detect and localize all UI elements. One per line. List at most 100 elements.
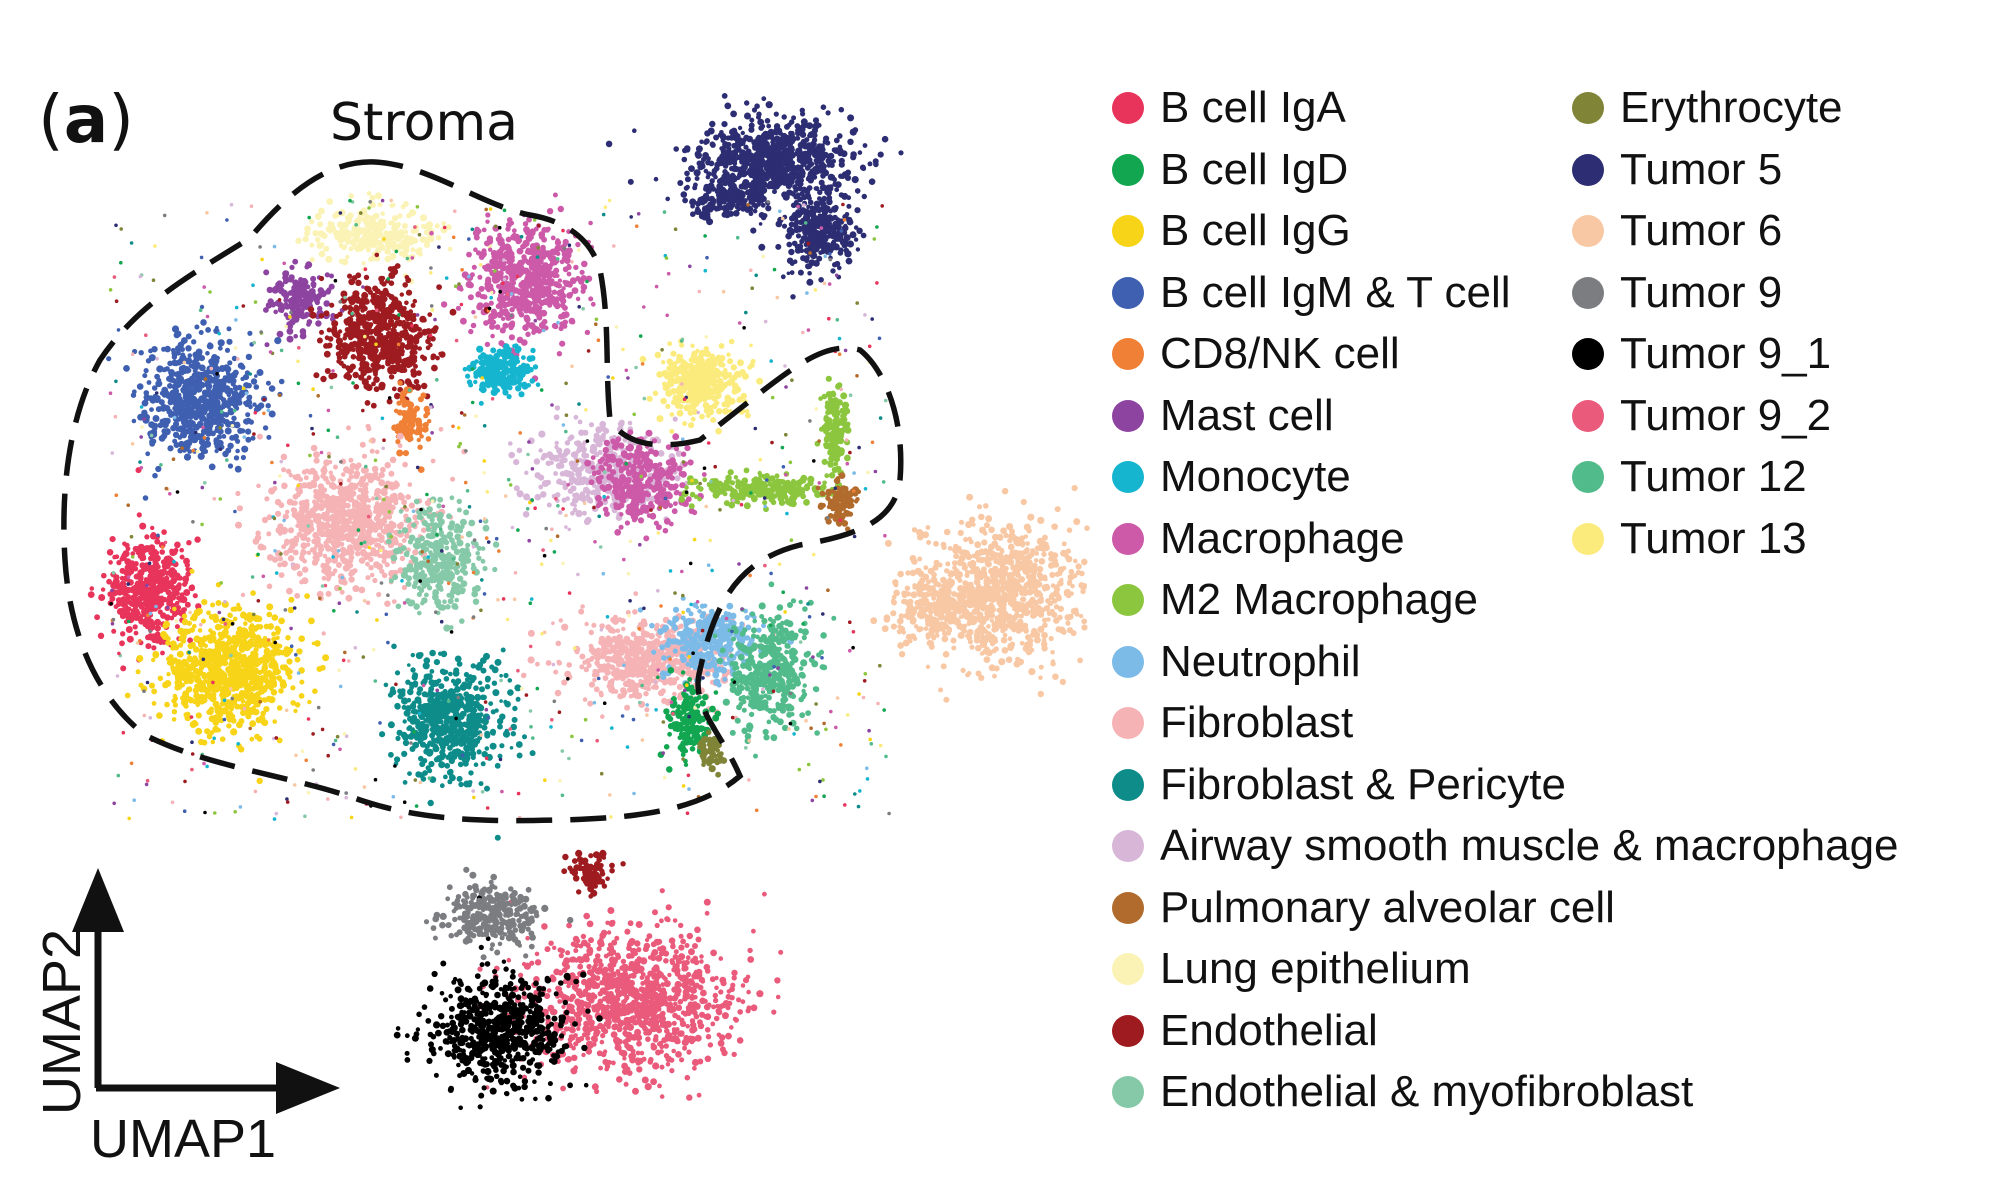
scatter-point [425,577,432,584]
scatter-point [317,551,323,557]
scatter-point [197,452,205,460]
scatter-point [550,248,558,256]
scatter-point [281,482,288,490]
scatter-point [740,164,748,172]
scatter-point [376,354,383,361]
scatter-point [747,182,755,189]
scatter-point [721,121,728,128]
scatter-point [380,275,386,281]
scatter-point [343,466,350,474]
scatter-point [499,308,504,313]
scatter-point [402,411,410,419]
scatter-point [407,437,412,443]
scatter-point [837,147,844,154]
scatter-point [324,272,330,278]
scatter-point [155,406,162,413]
scatter-point [811,132,818,139]
scatter-point [416,437,421,443]
scatter-point [346,510,352,516]
scatter-point [707,127,715,135]
scatter-point [309,242,315,248]
scatter-point [389,485,396,491]
scatter-point [518,367,524,374]
scatter-point [309,288,316,295]
scatter-point [173,360,179,367]
scatter-point [797,155,804,162]
scatter-point [508,298,514,305]
scatter-point [361,548,367,554]
scatter-point [698,160,705,167]
scatter-point [226,338,233,345]
scatter-point [730,182,737,190]
scatter-point [274,337,282,345]
scatter-point [334,543,340,549]
scatter-point [359,360,367,368]
scatter-point [136,383,144,390]
scatter-point [394,392,401,400]
scatter-point [714,187,722,195]
scatter-point [737,137,744,143]
scatter-point [347,212,354,219]
scatter-point [743,144,749,150]
scatter-point [512,343,517,349]
scatter-point [677,180,684,186]
scatter-point [278,378,285,385]
scatter-point [837,265,842,271]
scatter-point [399,521,404,527]
scatter-point [873,161,879,168]
scatter-point [413,405,420,412]
scatter-point [171,383,178,390]
scatter-point [294,592,301,599]
scatter-point [790,191,796,197]
scatter-point [694,150,702,158]
scatter-point [393,222,401,229]
scatter-point [507,262,514,269]
scatter-point [361,216,369,224]
scatter-point [552,192,558,198]
scatter-point [627,178,634,185]
scatter-point [146,380,152,385]
scatter-point [465,542,471,548]
scatter-point [700,357,705,362]
scatter-point [736,173,742,179]
scatter-point [185,406,191,412]
scatter-point [480,352,487,359]
scatter-point [811,127,819,134]
scatter-point [356,350,364,357]
scatter-point [286,335,294,343]
scatter-point [339,348,346,356]
scatter-point [764,118,771,124]
scatter-point [349,363,356,370]
scatter-point [789,119,795,125]
scatter-point [397,213,403,219]
scatter-point [786,226,794,235]
scatter-point [538,321,546,329]
scatter-point [305,542,311,547]
scatter-point [541,236,547,243]
scatter-point [200,415,207,422]
scatter-point [287,555,295,562]
scatter-point [228,397,233,402]
scatter-point [413,498,420,505]
scatter-point [401,367,408,374]
scatter-point [232,369,239,376]
scatter-point [179,346,185,353]
scatter-point [763,151,768,157]
scatter-point [304,230,311,237]
scatter-point [834,187,840,193]
scatter-point [730,135,735,140]
scatter-point [234,465,242,473]
scatter-point [395,603,402,610]
scatter-point [348,457,354,463]
scatter-point [467,282,474,289]
scatter-point [382,506,388,513]
scatter-point [321,470,327,476]
scatter-point [328,372,336,380]
scatter-point [818,179,825,186]
scatter-point [180,431,185,437]
scatter-point [731,388,739,395]
scatter-point [299,332,307,340]
scatter-point [363,228,371,236]
scatter-point [676,356,684,364]
scatter-point [496,311,504,319]
